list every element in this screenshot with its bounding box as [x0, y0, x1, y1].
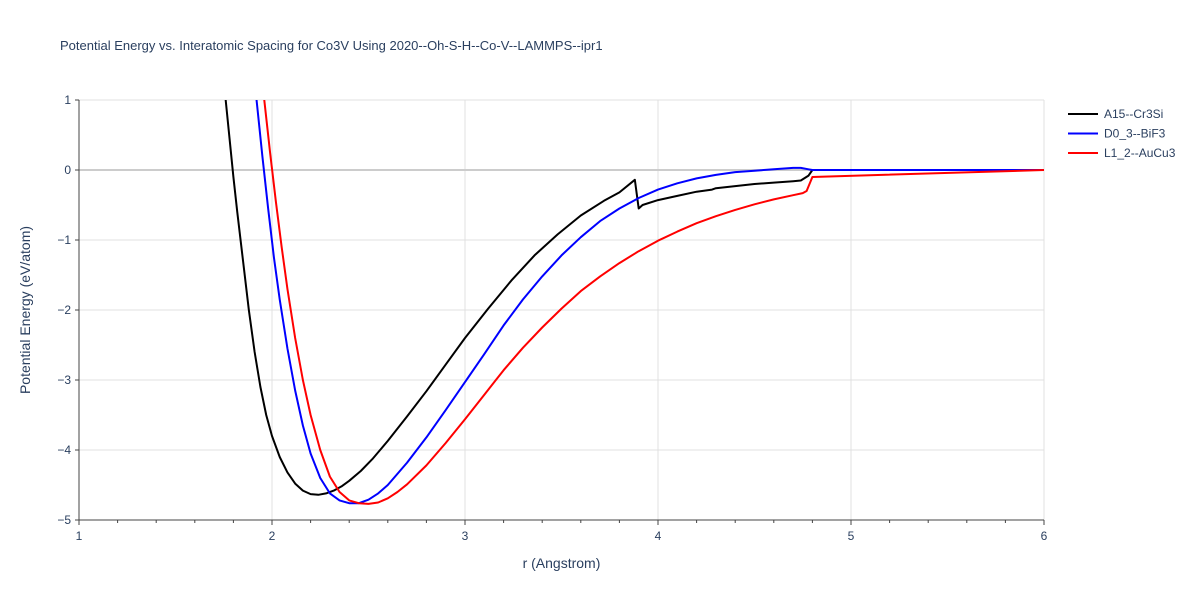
y-tick-label: −2	[57, 303, 71, 317]
legend-label: D0_3--BiF3	[1104, 127, 1166, 141]
x-tick-label: 1	[76, 529, 83, 543]
y-ticks: 1 0 −1 −2 −3 −4 −5	[57, 93, 79, 527]
y-tick-label: −1	[57, 233, 71, 247]
y-tick-label: 1	[64, 93, 71, 107]
x-tick-label: 6	[1041, 529, 1048, 543]
y-tick-label: 0	[64, 163, 71, 177]
grid-layer	[79, 99, 1045, 520]
legend-label: L1_2--AuCu3	[1104, 146, 1176, 160]
x-tick-label: 3	[462, 529, 469, 543]
y-tick-label: −4	[57, 443, 71, 457]
series-line-1	[224, 100, 1044, 496]
series-line-3	[263, 100, 1044, 505]
x-axis-label: r (Angstrom)	[523, 555, 601, 571]
series-line-2	[255, 100, 1044, 505]
x-tick-label: 5	[848, 529, 855, 543]
y-tick-label: −5	[57, 513, 71, 527]
legend-item[interactable]: L1_2--AuCu3	[1068, 146, 1176, 160]
legend[interactable]: A15--Cr3Si D0_3--BiF3 L1_2--AuCu3	[1068, 107, 1176, 160]
legend-item[interactable]: D0_3--BiF3	[1068, 127, 1166, 141]
legend-item[interactable]: A15--Cr3Si	[1068, 107, 1163, 121]
x-tick-label: 4	[655, 529, 662, 543]
legend-label: A15--Cr3Si	[1104, 107, 1163, 121]
x-ticks: 1 2 3 4 5 6	[76, 520, 1048, 543]
chart-title: Potential Energy vs. Interatomic Spacing…	[60, 38, 603, 53]
y-tick-label: −3	[57, 373, 71, 387]
y-axis-label: Potential Energy (eV/atom)	[17, 226, 33, 394]
x-tick-label: 2	[269, 529, 276, 543]
series-layer	[224, 100, 1044, 505]
